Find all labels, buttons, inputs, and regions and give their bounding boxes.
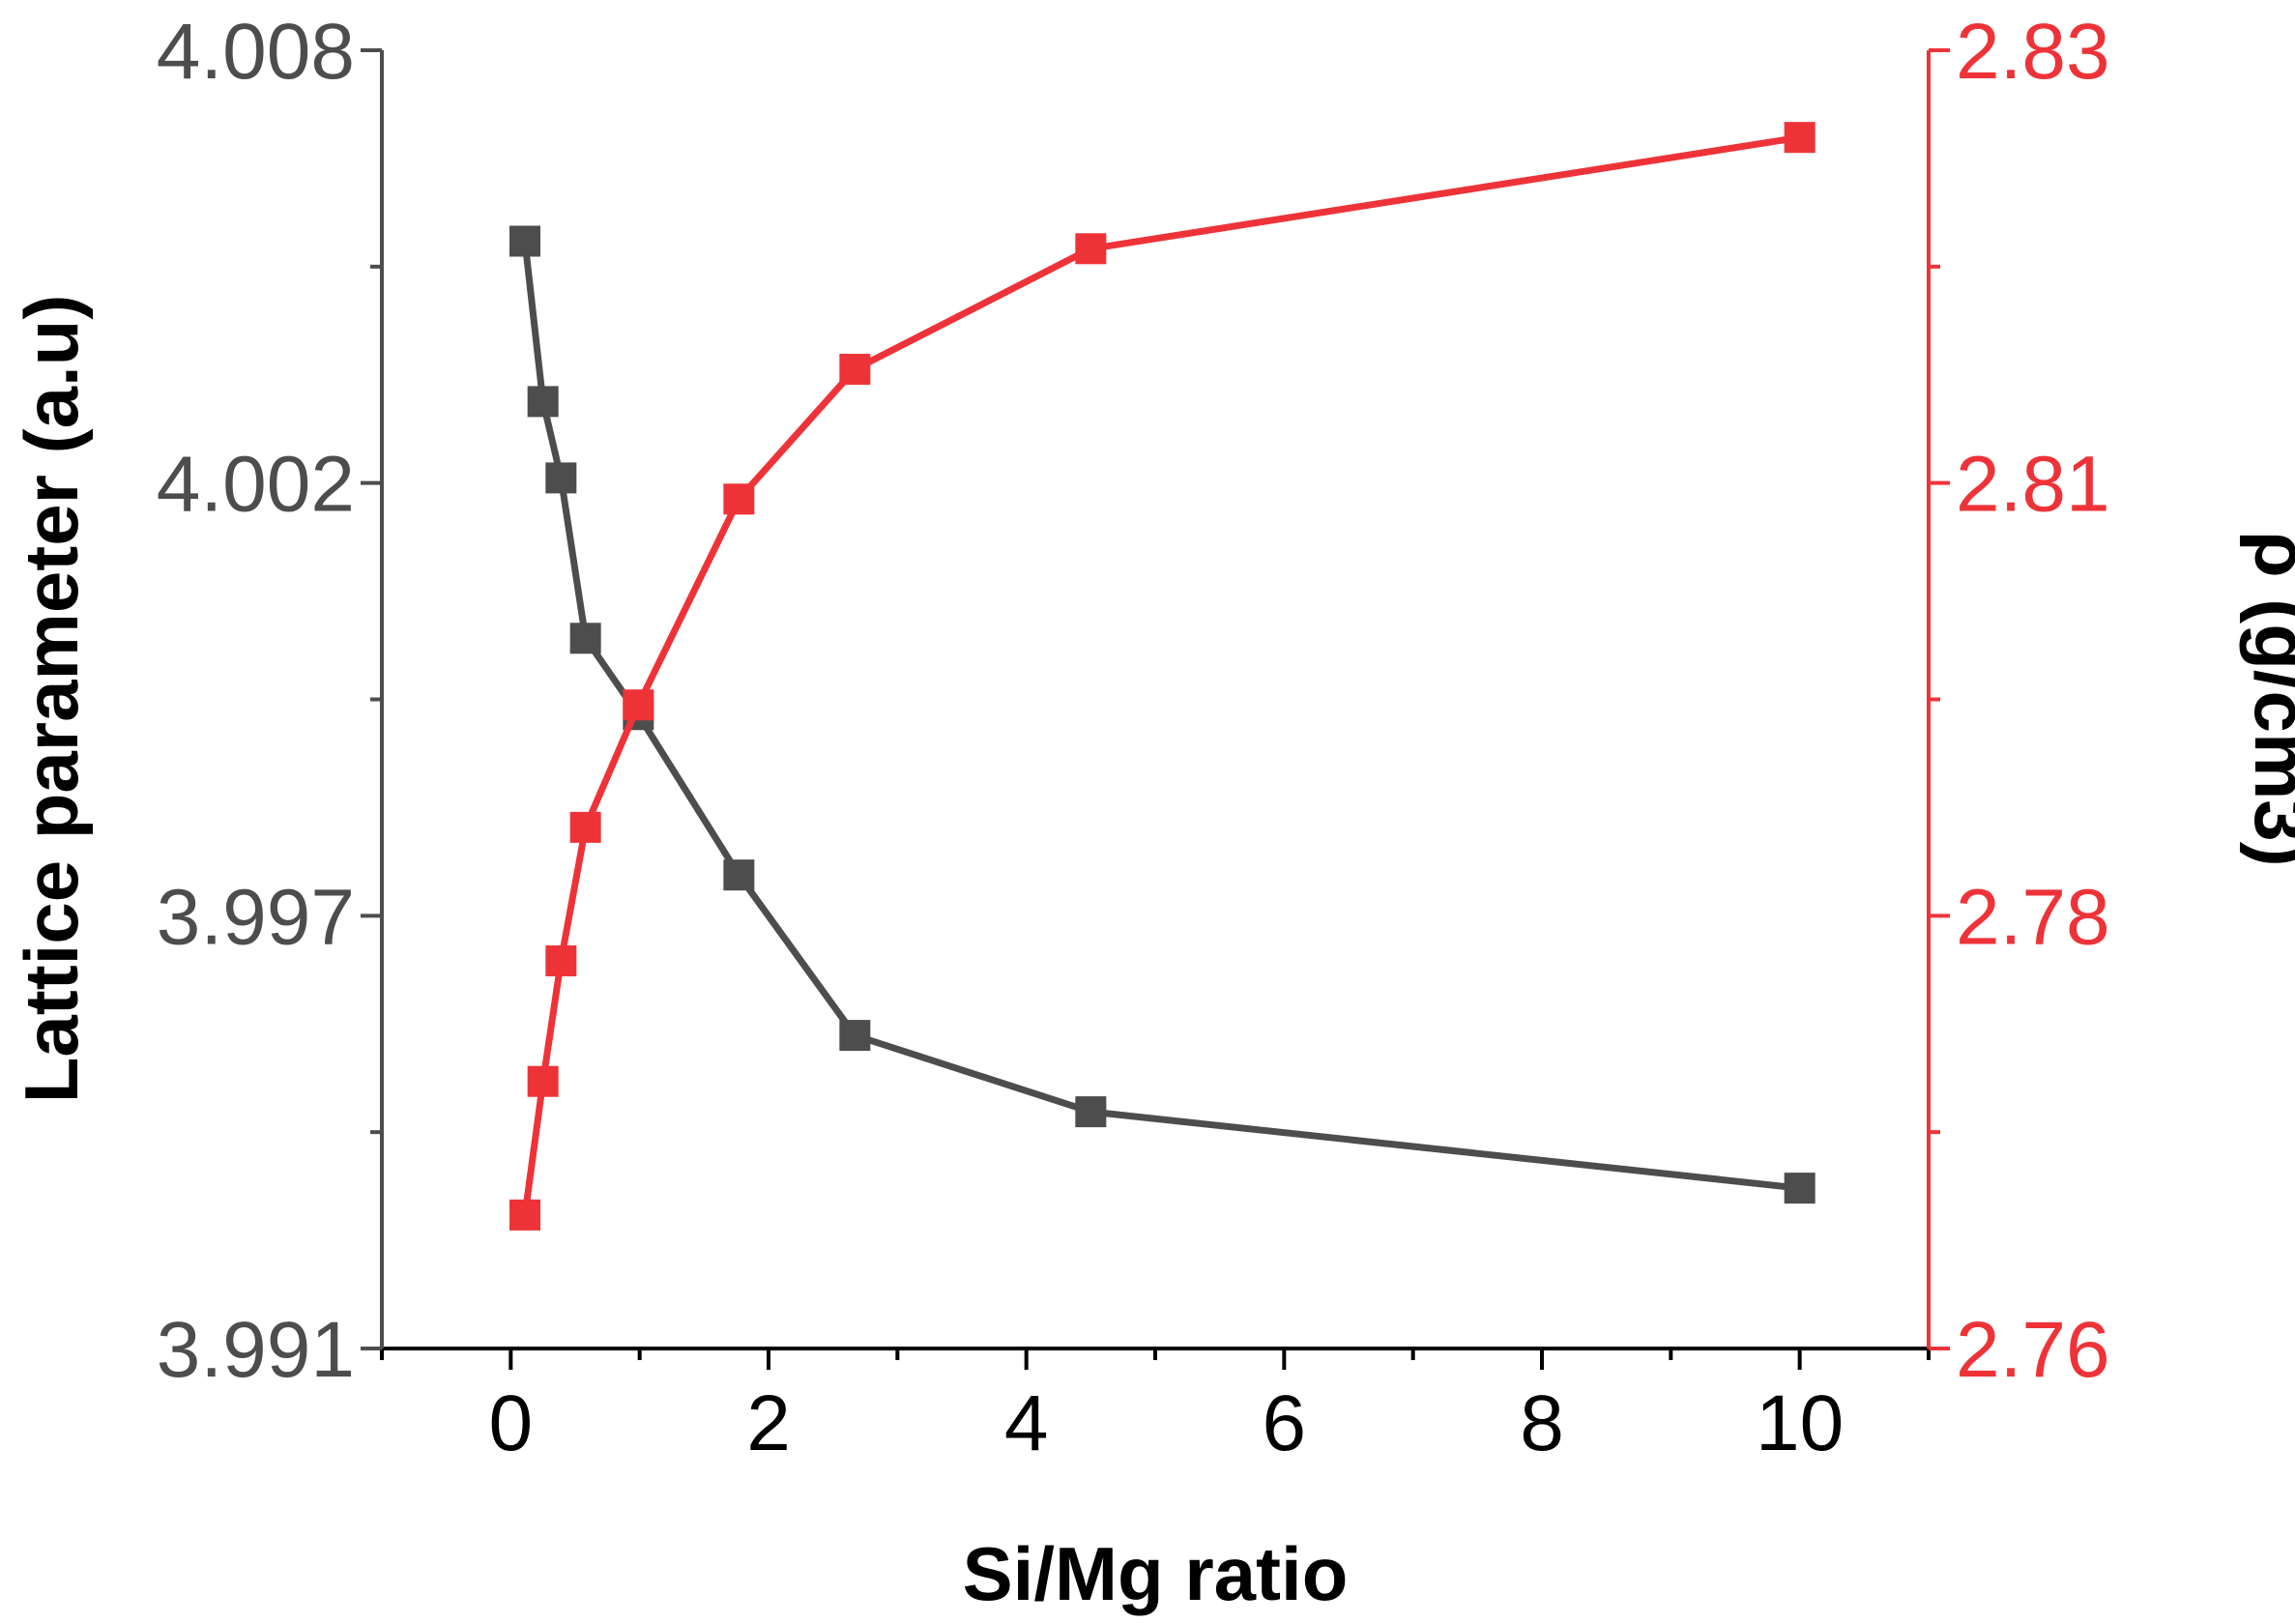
lattice-data-point	[723, 859, 755, 891]
density-data-point	[569, 811, 601, 843]
y-right-tick-label: 2.83	[1956, 8, 2110, 96]
x-tick-label: 2	[746, 1379, 791, 1467]
y-left-tick-label: 4.002	[157, 441, 355, 529]
lattice-data-point	[839, 1020, 871, 1052]
lattice-series-line	[521, 241, 1801, 1192]
x-tick-label: 4	[1004, 1379, 1049, 1467]
density-data-point	[1075, 233, 1107, 265]
y-axis-left-title: Lattice parameter (a.u)	[9, 295, 94, 1104]
density-data-point	[723, 483, 755, 515]
density-data-point	[527, 1065, 559, 1097]
x-axis-title: Si/Mg ratio	[963, 1531, 1349, 1616]
y-left-tick-label: 3.991	[157, 1306, 355, 1394]
y-left-tick-label: 4.008	[157, 8, 355, 96]
density-data-point	[509, 1199, 540, 1231]
lattice-data-point	[1075, 1096, 1107, 1128]
lattice-data-point	[1784, 1173, 1816, 1204]
lattice-data-point	[527, 386, 559, 418]
density-data-point	[623, 689, 654, 721]
series-layer	[509, 122, 1816, 1231]
density-data-point	[545, 945, 577, 977]
x-tick-label: 6	[1263, 1379, 1307, 1467]
density-data-point	[1784, 122, 1816, 154]
x-tick-label: 8	[1520, 1379, 1564, 1467]
x-tick-label: 10	[1756, 1379, 1844, 1467]
density-data-point	[839, 353, 871, 385]
lattice-data-point	[509, 225, 540, 257]
labels-layer: Si/Mg ratio Lattice parameter (a.u) ρ (g…	[9, 295, 2295, 1616]
y-left-tick-label: 3.997	[157, 873, 355, 961]
axes-frame: 0 2 4 6 8 10 3.991 3.997 4.002 4.008 2.76 2.78 2.81 2…	[157, 8, 2110, 1467]
y-right-tick-label: 2.78	[1956, 873, 2110, 961]
density-series-line	[521, 133, 1801, 1216]
lattice-data-point	[569, 623, 601, 654]
x-tick-label: 0	[489, 1379, 534, 1467]
lattice-data-point	[545, 462, 577, 494]
y-axis-right-title: ρ (g/cm3)	[2239, 531, 2295, 866]
y-right-tick-label: 2.76	[1956, 1306, 2110, 1394]
y-right-tick-label: 2.81	[1956, 441, 2110, 529]
